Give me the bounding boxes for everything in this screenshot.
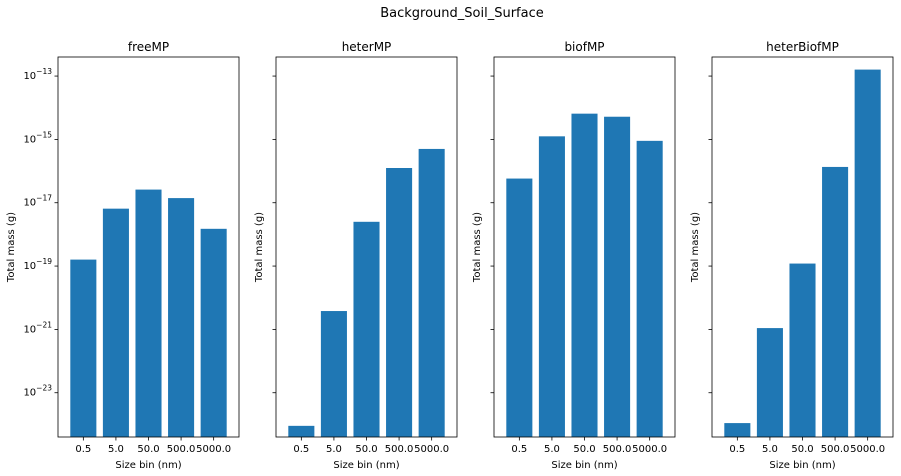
x-tick-label: 50.0 [573, 444, 595, 455]
x-axis-label: Size bin (nm) [769, 460, 835, 471]
x-axis-label: Size bin (nm) [115, 460, 181, 471]
x-tick-label: 5.0 [108, 444, 124, 455]
x-tick-label: 5000.0 [196, 444, 231, 455]
x-tick-label: 50.0 [355, 444, 377, 455]
axes-frame [57, 56, 240, 438]
bar [506, 178, 533, 437]
x-tick-label: 5000.0 [850, 444, 885, 455]
figure-title: Background_Soil_Surface [380, 6, 544, 21]
subplot-title: heterBiofMP [766, 40, 839, 54]
bar [102, 208, 129, 437]
subplots: 0.5 5.0 50.0 500.0 5000.010−2310−2110−1910−1… [6, 40, 894, 471]
x-tick-label: 5000.0 [632, 444, 667, 455]
axes-frame [275, 56, 458, 438]
subplot-title: freeMP [128, 40, 169, 54]
x-tick-label: 50.0 [791, 444, 813, 455]
y-tick-label: 10−13 [23, 67, 52, 82]
y-tick-label: 10−21 [23, 320, 52, 335]
subplot-title: biofMP [564, 40, 604, 54]
bar [854, 69, 881, 437]
subplot-biofMP: 0.5 5.0 50.0 500.0 5000.0 biofMP Size bin (nm)… [472, 40, 676, 471]
bar [200, 228, 227, 437]
x-tick-label: 500.0 [821, 444, 850, 455]
x-tick-label: 5000.0 [414, 444, 449, 455]
x-tick-label: 500.0 [603, 444, 632, 455]
axes-frame [493, 56, 676, 438]
x-tick-label: 0.5 [729, 444, 745, 455]
bar [822, 166, 849, 437]
y-axis-label: Total mass (g) [254, 212, 265, 283]
y-tick-label: 10−23 [23, 384, 52, 399]
x-tick-label: 500.0 [385, 444, 414, 455]
x-tick-label: 5.0 [762, 444, 778, 455]
bar [538, 136, 565, 437]
subplot-freeMP: 0.5 5.0 50.0 500.0 5000.0 10−23 10−21 10−19 10−1… [6, 40, 240, 471]
x-axis-label: Size bin (nm) [551, 460, 617, 471]
y-axis-label: Total mass (g) [472, 212, 483, 283]
y-axis-label: Total mass (g) [6, 212, 17, 283]
bar [789, 263, 816, 437]
bar [418, 148, 445, 437]
bar [70, 259, 97, 437]
y-tick-label: 10−17 [23, 194, 52, 209]
y-axis-label: Total mass (g) [690, 212, 701, 283]
bar [288, 425, 315, 437]
bar [571, 113, 598, 437]
subplot-heterMP: 0.5 5.0 50.0 500.0 5000.0 heterMP Size bin (nm… [254, 40, 458, 471]
bar [353, 221, 380, 437]
x-tick-label: 0.5 [75, 444, 91, 455]
bar [636, 140, 663, 437]
x-tick-label: 50.0 [137, 444, 159, 455]
bar [320, 311, 347, 437]
bar [724, 423, 751, 437]
bar [135, 189, 162, 437]
bar [604, 116, 631, 437]
x-tick-label: 0.5 [293, 444, 309, 455]
bar [756, 328, 783, 437]
x-tick-label: 500.0 [167, 444, 196, 455]
bar [168, 198, 195, 437]
axes-frame [711, 56, 894, 438]
subplot-heterBiofMP: 0.5 5.0 50.0 500.0 5000.0 heterBiofMP Size bin… [690, 40, 894, 471]
x-tick-label: 5.0 [326, 444, 342, 455]
subplot-title: heterMP [342, 40, 392, 54]
x-tick-label: 5.0 [544, 444, 560, 455]
y-tick-label: 10−15 [23, 130, 52, 145]
y-tick-label: 10−19 [23, 257, 52, 272]
x-axis-label: Size bin (nm) [333, 460, 399, 471]
x-tick-label: 0.5 [511, 444, 527, 455]
bar [386, 168, 413, 437]
